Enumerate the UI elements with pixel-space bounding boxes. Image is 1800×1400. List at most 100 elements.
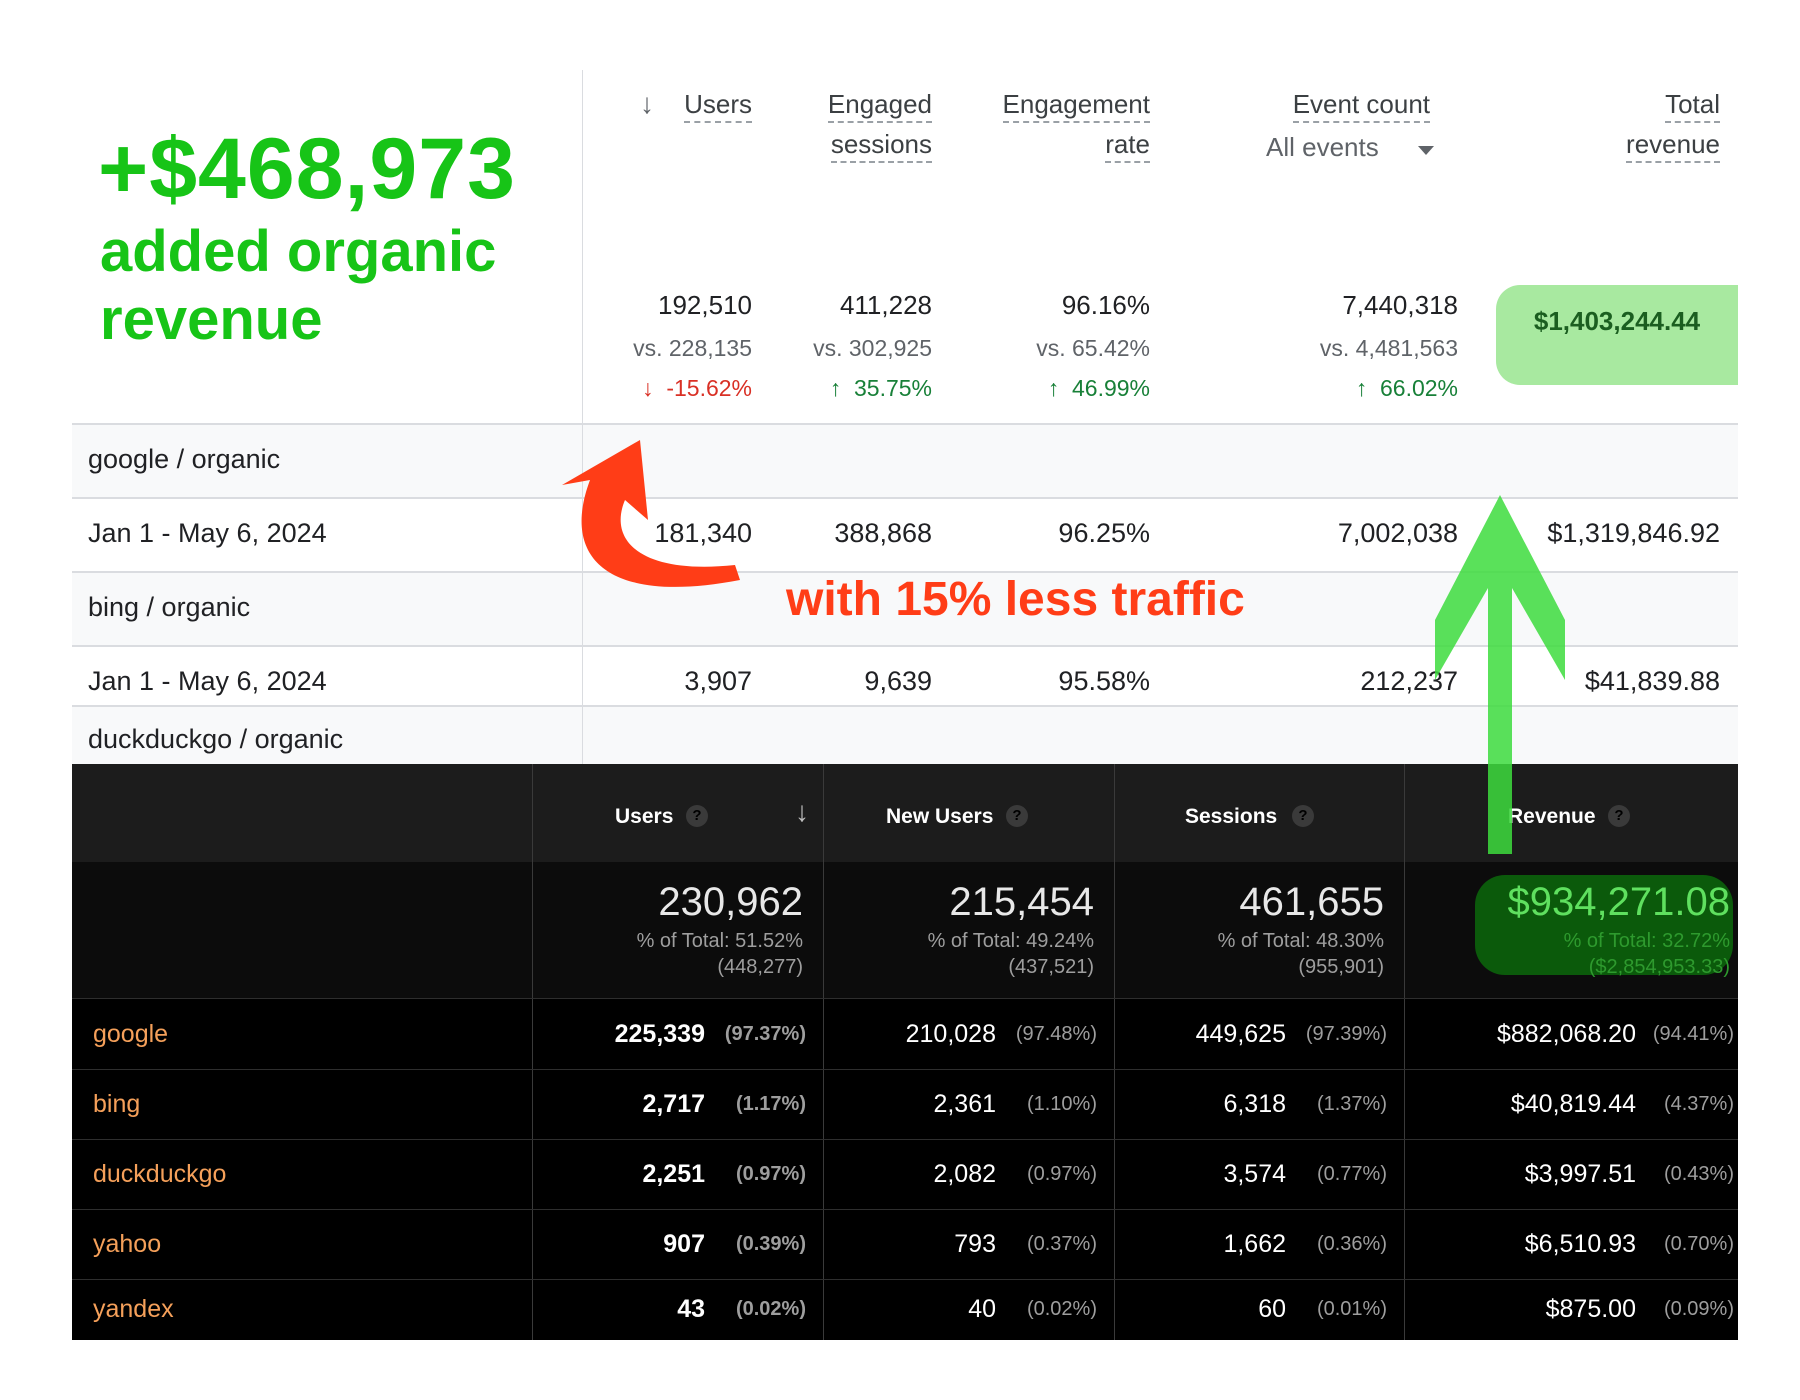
- header-engaged-sessions[interactable]: Engaged sessions: [780, 84, 932, 164]
- cell-revenue: $41,839.88: [1584, 666, 1720, 696]
- total-users-vs: vs. 228,135: [633, 335, 752, 361]
- total-events-change: ↑ 66.02%: [1355, 375, 1458, 401]
- cell-new-users: 793: [954, 1230, 996, 1258]
- source-google[interactable]: google: [93, 1020, 169, 1048]
- arrow-up-icon: ↑: [829, 375, 842, 401]
- cell-users-pct: (97.37%): [724, 1023, 806, 1045]
- ua-header-row: [72, 764, 1738, 862]
- cell-engaged: 9,639: [864, 666, 932, 696]
- chevron-down-icon[interactable]: [1418, 146, 1434, 155]
- ua-total-users: 230,962: [658, 880, 803, 924]
- ua-header-revenue[interactable]: Revenue: [1508, 805, 1596, 828]
- row-band-duckduckgo: [72, 706, 1738, 764]
- total-events-vs: vs. 4,481,563: [1319, 335, 1458, 361]
- cell-revenue-pct: (94.41%): [1652, 1023, 1734, 1045]
- total-rate: 96.16%: [1061, 290, 1150, 320]
- cell-new-users: 40: [968, 1295, 996, 1323]
- source-bing[interactable]: bing: [93, 1090, 141, 1118]
- cell-revenue-pct: (0.43%): [1663, 1163, 1734, 1185]
- sort-down-icon[interactable]: ↓: [640, 88, 654, 119]
- cell-users-pct: (0.02%): [735, 1298, 806, 1320]
- total-revenue: $1,403,244.44: [1533, 306, 1701, 336]
- ua-total-revenue-pct: % of Total: 32.72% ($2,854,953.33): [1563, 930, 1730, 978]
- row-label-duckduckgo-organic[interactable]: duckduckgo / organic: [88, 724, 344, 754]
- source-duckduckgo[interactable]: duckduckgo: [93, 1160, 227, 1188]
- sort-down-icon[interactable]: ↓: [795, 796, 809, 827]
- cell-users: 43: [677, 1295, 705, 1323]
- total-users: 192,510: [658, 290, 752, 320]
- revenue-highlight: [1475, 875, 1733, 975]
- total-events: 7,440,318: [1342, 290, 1458, 320]
- cell-sessions: 6,318: [1223, 1090, 1286, 1118]
- row-divider: [72, 645, 1738, 647]
- cell-sessions-pct: (97.39%): [1305, 1023, 1387, 1045]
- green-up-arrow-icon: [1435, 495, 1565, 854]
- cell-revenue-pct: (0.09%): [1663, 1298, 1734, 1320]
- cell-sessions-pct: (0.77%): [1316, 1163, 1387, 1185]
- row-divider: [72, 423, 1738, 425]
- total-engaged: 411,228: [839, 290, 932, 320]
- help-icon[interactable]: ?: [1006, 805, 1028, 827]
- row-label-google-organic[interactable]: google / organic: [88, 444, 281, 474]
- event-select[interactable]: All events: [1266, 132, 1379, 162]
- arrow-down-icon: ↓: [642, 375, 654, 401]
- total-engaged-vs: vs. 302,925: [813, 335, 932, 361]
- cell-users: 181,340: [654, 518, 752, 548]
- ua-total-new-users: 215,454: [949, 880, 1094, 924]
- row-divider: [72, 1069, 1738, 1070]
- cell-users-pct: (0.97%): [735, 1163, 806, 1185]
- header-total-revenue[interactable]: Total revenue: [1560, 84, 1720, 164]
- cell-events: 212,237: [1360, 666, 1458, 696]
- ua-total-revenue: $934,271.08: [1507, 880, 1730, 924]
- row-divider: [72, 705, 1738, 707]
- cell-revenue: $882,068.20: [1496, 1020, 1636, 1048]
- header-event-count[interactable]: Event count: [1200, 84, 1430, 124]
- row-divider: [72, 571, 1738, 573]
- column-divider: [582, 70, 583, 764]
- cell-sessions: 3,574: [1223, 1160, 1286, 1188]
- row-divider: [72, 1139, 1738, 1140]
- cell-revenue: $6,510.93: [1524, 1230, 1636, 1258]
- source-yahoo[interactable]: yahoo: [93, 1230, 162, 1258]
- column-divider: [532, 764, 533, 1340]
- cell-rate: 95.58%: [1058, 666, 1150, 696]
- cell-revenue: $1,319,846.92: [1547, 518, 1720, 548]
- cell-sessions-pct: (1.37%): [1316, 1093, 1387, 1115]
- cell-users-pct: (0.39%): [735, 1233, 806, 1255]
- claim-text: added organic revenue: [100, 219, 497, 352]
- source-yandex[interactable]: yandex: [93, 1295, 174, 1323]
- revenue-highlight: [1496, 285, 1738, 385]
- cell-revenue-pct: (0.70%): [1663, 1233, 1734, 1255]
- ga4-report-table: [72, 70, 1738, 764]
- ua-total-sessions: 461,655: [1239, 880, 1384, 924]
- ua-header-new-users[interactable]: New Users: [886, 805, 994, 828]
- row-divider: [72, 998, 1738, 999]
- header-engagement-rate[interactable]: Engagement rate: [960, 84, 1150, 164]
- total-engaged-change: ↑ 35.75%: [829, 375, 932, 401]
- arrow-up-icon: ↑: [1355, 375, 1368, 401]
- row-label-bing-organic[interactable]: bing / organic: [88, 592, 251, 622]
- ua-total-users-pct: % of Total: 51.52% (448,277): [636, 930, 803, 978]
- arrow-up-icon: ↑: [1047, 375, 1060, 401]
- help-icon[interactable]: ?: [686, 805, 708, 827]
- total-rate-vs: vs. 65.42%: [1036, 335, 1150, 361]
- red-curved-arrow-icon: [562, 440, 740, 587]
- cell-users: 907: [663, 1230, 705, 1258]
- ua-header-users[interactable]: Users: [615, 805, 674, 828]
- cell-users: 2,251: [642, 1160, 705, 1188]
- help-icon[interactable]: ?: [1292, 805, 1314, 827]
- cell-sessions-pct: (0.01%): [1316, 1298, 1387, 1320]
- total-users-change: ↓ -15.62%: [642, 375, 752, 401]
- row-divider: [72, 1279, 1738, 1280]
- cell-revenue-pct: (4.37%): [1663, 1093, 1734, 1115]
- help-icon[interactable]: ?: [1608, 805, 1630, 827]
- header-users[interactable]: Users: [660, 84, 752, 124]
- annotation-less-traffic: with 15% less traffic: [786, 573, 1245, 626]
- row-divider: [72, 497, 1738, 499]
- total-rate-change: ↑ 46.99%: [1047, 375, 1150, 401]
- column-divider: [1114, 764, 1115, 1340]
- ua-header-sessions[interactable]: Sessions: [1185, 805, 1278, 828]
- row-label-date: Jan 1 - May 6, 2024: [88, 518, 327, 548]
- cell-new-users-pct: (97.48%): [1015, 1023, 1097, 1045]
